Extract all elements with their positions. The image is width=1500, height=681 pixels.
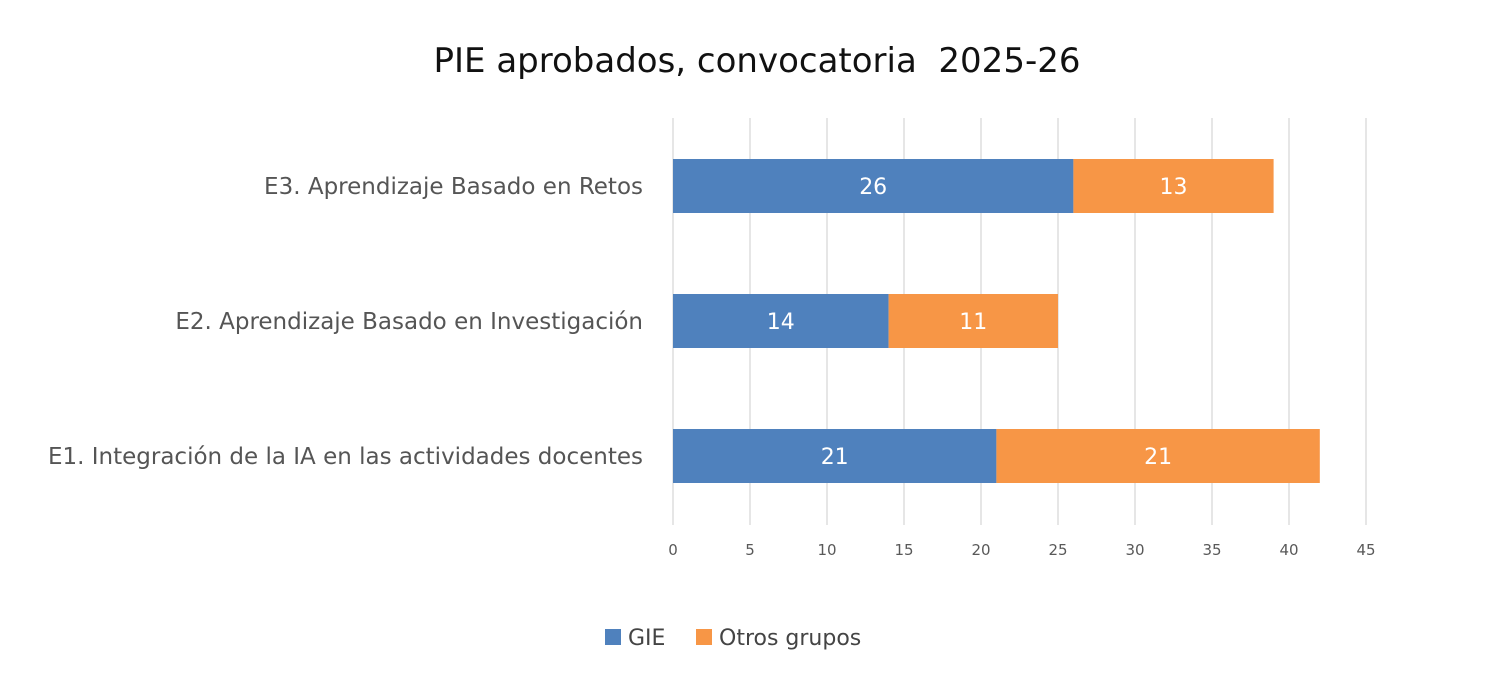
data-label: 14: [767, 310, 795, 335]
data-label: 13: [1160, 175, 1188, 200]
data-label: 26: [859, 175, 887, 200]
category-label: E1. Integración de la IA en las activida…: [48, 444, 643, 470]
data-label: 21: [1144, 445, 1172, 470]
x-tick-label: 35: [1202, 541, 1221, 559]
category-labels: E3. Aprendizaje Basado en Retos E2. Apren…: [48, 174, 643, 470]
bar-gie: [673, 159, 1074, 213]
data-label: 11: [959, 310, 987, 335]
data-label: 21: [821, 445, 849, 470]
bar-gie: [673, 294, 889, 348]
bar-otros-grupos: [888, 294, 1058, 348]
legend: GIE Otros grupos: [605, 626, 861, 651]
legend-label: GIE: [628, 626, 665, 651]
x-tick-label: 25: [1048, 541, 1067, 559]
bar-gie: [673, 429, 997, 483]
x-tick-label: 10: [817, 541, 836, 559]
chart-title: PIE aprobados, convocatoria 2025-26: [434, 41, 1081, 81]
bar-otros-grupos: [1073, 159, 1274, 213]
x-tick-label: 15: [894, 541, 913, 559]
bars: 26 13 14 11 21 21: [673, 159, 1320, 483]
legend-swatch-otros-grupos: [696, 629, 712, 645]
x-tick-label: 40: [1279, 541, 1298, 559]
category-label: E2. Aprendizaje Basado en Investigación: [175, 309, 643, 335]
x-axis-tick-labels: 0 5 10 15 20 25 30 35 40 45: [668, 541, 1375, 559]
x-tick-label: 20: [971, 541, 990, 559]
x-tick-label: 0: [668, 541, 678, 559]
x-tick-label: 45: [1356, 541, 1375, 559]
x-tick-label: 5: [745, 541, 755, 559]
legend-label: Otros grupos: [719, 626, 861, 651]
x-tick-label: 30: [1125, 541, 1144, 559]
legend-swatch-gie: [605, 629, 621, 645]
category-label: E3. Aprendizaje Basado en Retos: [264, 174, 643, 200]
bar-otros-grupos: [996, 429, 1320, 483]
